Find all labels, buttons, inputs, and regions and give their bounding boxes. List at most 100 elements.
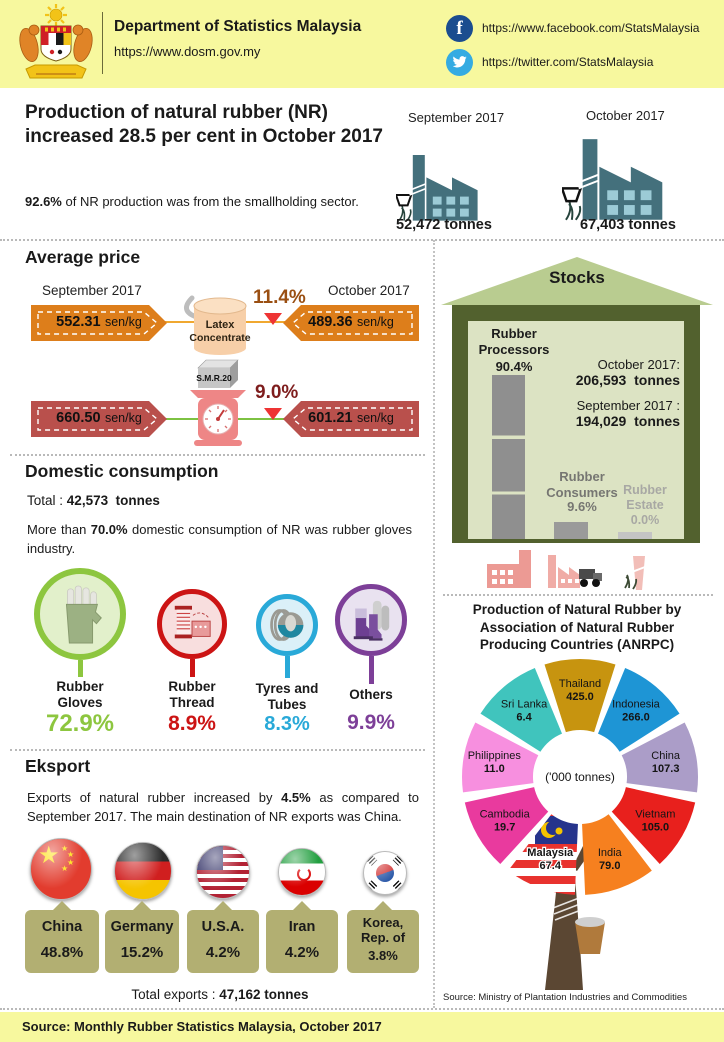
- estate-plant-icon: [624, 556, 646, 590]
- twitter-url[interactable]: https://twitter.com/StatsMalaysia: [482, 55, 654, 69]
- facebook-icon[interactable]: f: [446, 15, 473, 42]
- pie-slice-thailand: [544, 659, 616, 733]
- separator: [10, 749, 425, 751]
- pie-slice-cambodia: [464, 787, 549, 864]
- estate-label: Rubber Estate: [623, 483, 667, 512]
- decrease-triangle-icon: [264, 313, 282, 325]
- latex-concentrate-icon: Latex Concentrate: [184, 295, 251, 355]
- china-flag-icon: ★ ★ ★ ★ ★: [30, 838, 92, 900]
- rubber-boots-icon: [353, 600, 390, 641]
- smr-change-pct: 9.0%: [255, 382, 299, 403]
- oct-production-period: October 2017: [586, 108, 665, 123]
- pie-slice-india: [582, 814, 652, 895]
- headline: Production of natural rubber (NR) increa…: [25, 102, 384, 148]
- country-card-china: China 48.8%: [25, 901, 99, 973]
- country-card-germany: Germany 15.2%: [105, 901, 179, 973]
- malaysia-coat-of-arms-icon: [19, 4, 93, 79]
- total-label: Total :: [27, 493, 64, 508]
- stocks-house-interior: Rubber Processors 90.4% October 2017: 20…: [468, 321, 684, 539]
- glove-icon: [65, 585, 102, 644]
- tiger-supporters: [19, 24, 93, 63]
- smr-sep-banner: 660.50 sen/kg: [30, 400, 168, 438]
- anrpc-source: Source: Ministry of Plantation Industrie…: [443, 992, 687, 1003]
- consumers-pct: 9.6%: [567, 499, 597, 514]
- factory-icon-october: [562, 133, 680, 224]
- decrease-triangle-icon: [264, 408, 282, 420]
- latex-change-pct: 11.4%: [253, 287, 306, 308]
- unit-label: sen/kg: [356, 315, 394, 329]
- gloves-label: Rubber Gloves: [56, 679, 104, 711]
- processors-bar: [492, 375, 525, 539]
- hero-note-text: of NR production was from the smallholdi…: [61, 194, 359, 209]
- pie-label-india: India 79.0: [598, 847, 623, 872]
- shield: [40, 25, 72, 62]
- tyre-icon: [270, 609, 304, 641]
- ribbon: [25, 64, 87, 79]
- country-name: Iran: [288, 919, 316, 935]
- org-name: Department of Statistics Malaysia: [114, 18, 362, 35]
- hero-note: 92.6% of NR production was from the smal…: [25, 193, 381, 212]
- pie-center-label: ('000 tonnes): [545, 770, 615, 784]
- thread-pct: 8.9%: [168, 712, 216, 735]
- estate-pct: 0.0%: [630, 513, 660, 527]
- pie-label-vietnam: Vietnam 105.0: [635, 809, 675, 834]
- twitter-bird-icon: [452, 56, 467, 68]
- total-unit: tonnes: [115, 493, 160, 508]
- sep-production-period: September 2017: [408, 110, 505, 125]
- smr-sep-value: 660.50: [56, 410, 101, 426]
- smr20-label: S.M.R.20: [196, 373, 232, 383]
- org-url[interactable]: https://www.dosm.gov.my: [114, 44, 261, 59]
- country-card-korea: Korea, Rep. of 3.8%: [347, 901, 419, 973]
- korea-flag-icon: [363, 851, 407, 895]
- country-pct: 48.8%: [40, 943, 84, 961]
- footer-bar: Source: Monthly Rubber Statistics Malays…: [0, 1012, 724, 1042]
- tyres-tubes-circle: [256, 594, 318, 656]
- stem: [190, 659, 195, 677]
- pie-slice-vietnam: [611, 787, 696, 864]
- others-circle: [335, 584, 407, 656]
- latex-oct-value: 489.36: [308, 314, 353, 330]
- sep-production-value: 52,472 tonnes: [396, 217, 492, 233]
- unit-label: sen/kg: [104, 315, 142, 329]
- average-price-title: Average price: [25, 247, 141, 267]
- pie-label-china: China 107.3: [651, 750, 681, 775]
- header-bar: [0, 0, 724, 88]
- export-note: Exports of natural rubber increased by 4…: [27, 790, 419, 824]
- consumers-bar: [554, 521, 588, 539]
- total-exports: Total exports : 47,162 tonnes: [131, 987, 309, 1002]
- latex-oct-banner: 489.36 sen/kg: [282, 304, 420, 342]
- stocks-roof: [441, 257, 713, 305]
- gloves-pct: 72.9%: [45, 710, 115, 737]
- stocks-oct-value: 206,593 tonnes: [575, 372, 680, 388]
- unit-label: sen/kg: [356, 411, 394, 425]
- pie-label-sri-lanka: Sri Lanka 6.4: [501, 698, 548, 723]
- country-pct: 3.8%: [368, 947, 398, 963]
- pie-slice-malaysia: [508, 814, 578, 895]
- country-name: China: [41, 919, 83, 935]
- pie-label-thailand: Thailand 425.0: [559, 678, 601, 703]
- country-name: U.S.A.: [201, 919, 245, 935]
- thread-spool-icon: [174, 605, 211, 639]
- facebook-url[interactable]: https://www.facebook.com/StatsMalaysia: [482, 21, 700, 35]
- separator: [10, 454, 425, 456]
- anrpc-donut-chart: Thailand 425.0 Indonesia 266.0 China 107.3 Vie…: [462, 659, 698, 895]
- processors-label: Rubber Processors: [478, 326, 550, 357]
- twitter-icon[interactable]: [446, 49, 473, 76]
- country-pct: 4.2%: [205, 943, 241, 961]
- processors-pct: 90.4%: [495, 359, 533, 374]
- stocks-sep-label: September 2017 :: [576, 398, 680, 413]
- oct-production-value: 67,403 tonnes: [580, 217, 676, 233]
- latex-label-line1: Latex: [206, 319, 236, 331]
- country-name: Germany: [110, 919, 174, 935]
- latex-sep-banner: 552.31 sen/kg: [30, 304, 168, 342]
- domestic-note: More than 70.0% domestic consumption of …: [27, 522, 412, 556]
- tyres-pct: 8.3%: [264, 713, 310, 735]
- consumers-factory-truck-icon: [548, 555, 602, 588]
- stem: [285, 656, 290, 678]
- estate-bar: [618, 532, 652, 539]
- avg-right-period: October 2017: [328, 283, 410, 298]
- column-divider: [433, 240, 435, 1008]
- country-pct: 4.2%: [284, 943, 320, 961]
- domestic-total: Total : 42,573 tonnes: [27, 493, 160, 508]
